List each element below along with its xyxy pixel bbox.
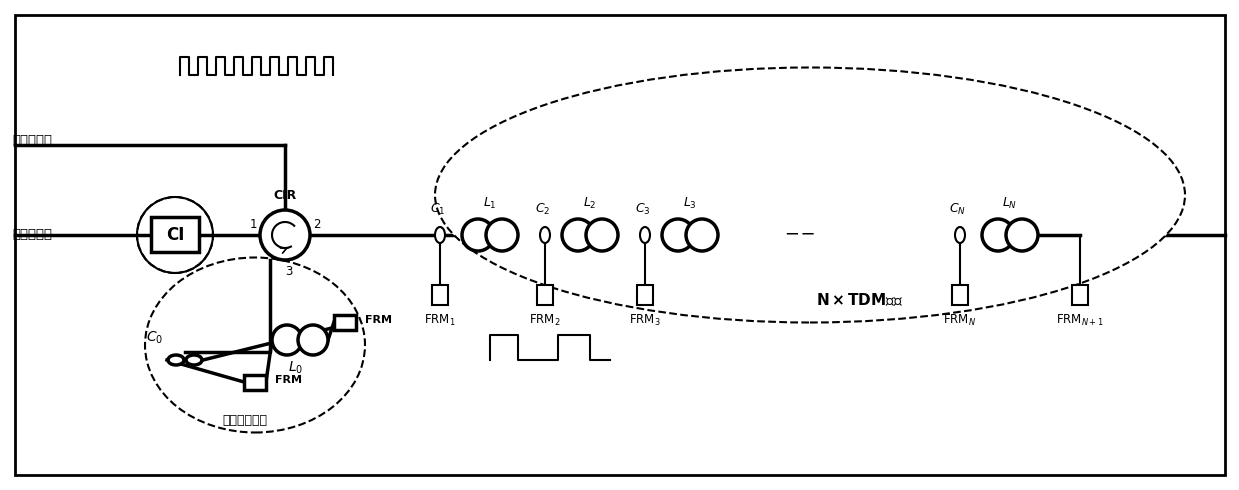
Ellipse shape <box>169 355 185 365</box>
Text: 1: 1 <box>249 219 256 231</box>
Ellipse shape <box>435 68 1184 322</box>
Text: FRM: FRM <box>366 315 392 325</box>
Text: FRM$_{N}$: FRM$_{N}$ <box>943 313 976 328</box>
Bar <box>1072 285 1088 305</box>
Text: CI: CI <box>166 226 185 244</box>
Ellipse shape <box>641 227 650 243</box>
Text: 信号输入端: 信号输入端 <box>12 228 52 242</box>
Text: $\mathbf{N\times TDM}$阵列: $\mathbf{N\times TDM}$阵列 <box>817 292 903 308</box>
Ellipse shape <box>145 258 366 433</box>
Bar <box>952 285 968 305</box>
Circle shape <box>462 219 494 251</box>
Text: FRM$_{N+1}$: FRM$_{N+1}$ <box>1056 313 1104 328</box>
Bar <box>637 285 653 305</box>
Text: $L_1$: $L_1$ <box>483 196 497 211</box>
Text: $L_2$: $L_2$ <box>584 196 597 211</box>
Text: 3: 3 <box>285 265 292 278</box>
Circle shape <box>486 219 518 251</box>
Text: $C_3$: $C_3$ <box>636 202 650 217</box>
Text: $C_1$: $C_1$ <box>430 202 446 217</box>
Text: $L_3$: $L_3$ <box>683 196 696 211</box>
Circle shape <box>1006 219 1038 251</box>
Bar <box>432 285 449 305</box>
Bar <box>536 285 553 305</box>
Bar <box>335 315 356 329</box>
Text: $C_N$: $C_N$ <box>949 202 966 217</box>
Text: CIR: CIR <box>274 189 296 202</box>
Circle shape <box>586 219 618 251</box>
Circle shape <box>686 219 717 251</box>
Text: $L_0$: $L_0$ <box>289 360 304 376</box>
Text: $C_2$: $C_2$ <box>535 202 550 217</box>
Text: 2: 2 <box>313 219 321 231</box>
Text: 真空隔振组件: 真空隔振组件 <box>223 414 268 426</box>
Ellipse shape <box>435 227 445 243</box>
Circle shape <box>662 219 694 251</box>
Text: FRM$_{1}$: FRM$_{1}$ <box>424 313 456 328</box>
Text: FRM$_{2}$: FRM$_{2}$ <box>529 313 561 328</box>
Text: 信号输出端: 信号输出端 <box>12 133 52 147</box>
Text: ─ ─: ─ ─ <box>787 226 814 244</box>
Text: FRM: FRM <box>275 375 302 385</box>
Circle shape <box>273 325 302 355</box>
Text: FRM$_{3}$: FRM$_{3}$ <box>629 313 660 328</box>
Circle shape <box>260 210 310 260</box>
Text: $C_0$: $C_0$ <box>146 330 164 346</box>
Bar <box>151 218 199 252</box>
Circle shape <box>983 219 1014 251</box>
Ellipse shape <box>540 227 550 243</box>
Ellipse shape <box>186 355 202 365</box>
Circle shape <box>299 325 328 355</box>
Ellipse shape <box>955 227 965 243</box>
Text: $L_N$: $L_N$ <box>1002 196 1017 211</box>
Bar <box>244 374 266 390</box>
Circle shape <box>563 219 593 251</box>
